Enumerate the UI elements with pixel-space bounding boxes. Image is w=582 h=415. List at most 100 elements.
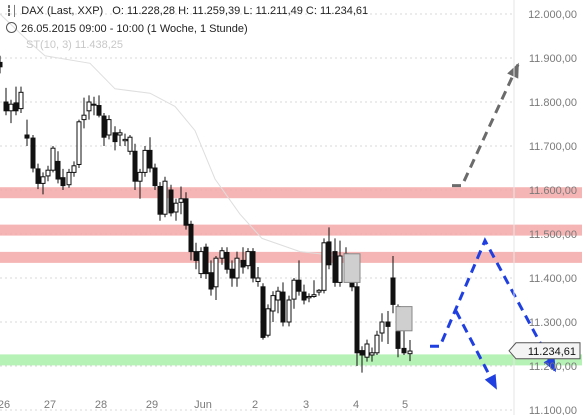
candle-body	[198, 251, 204, 275]
candle-body	[369, 352, 375, 356]
last-price-label: 11.234,61	[528, 346, 576, 358]
header-period-line: 26.05.2015 09:00 - 10:00 (1 Woche, 1 Stu…	[6, 22, 248, 35]
candle-body	[219, 250, 225, 259]
candle-body	[157, 185, 163, 215]
candle-body	[0, 61, 3, 68]
scenario-arrow	[452, 63, 520, 188]
scenario-arrow	[454, 310, 498, 389]
supertrend-line	[0, 13, 353, 262]
candle-body	[213, 257, 219, 288]
candle-body	[45, 169, 51, 177]
highlight-candle	[343, 253, 361, 283]
candle-body	[364, 343, 370, 358]
candle-body	[122, 138, 128, 142]
y-tick-label: 11.300,00	[529, 317, 577, 329]
candle-body	[142, 149, 148, 173]
candle-body	[18, 91, 24, 110]
candle-body	[132, 150, 138, 182]
x-tick-label: 4	[353, 399, 359, 411]
candlestick-icon: ┇│	[6, 6, 19, 17]
candle-body	[240, 259, 246, 268]
candle-body	[66, 171, 72, 186]
candle-body	[224, 251, 230, 270]
x-tick-label: 27	[44, 399, 56, 411]
clock-icon	[6, 22, 17, 33]
candle-body	[152, 167, 158, 187]
candle-body	[147, 149, 153, 169]
candle-body	[321, 242, 327, 291]
x-tick-label: 29	[146, 399, 158, 411]
symbol-label: DAX (Last, XXP)	[21, 5, 104, 17]
candle-body	[332, 251, 338, 283]
candle-body	[173, 202, 179, 213]
y-tick-label: 11.200,00	[529, 361, 577, 373]
candle-body	[86, 101, 92, 112]
candle-body	[250, 251, 256, 279]
candle-body	[208, 272, 214, 290]
candle-body	[265, 308, 271, 336]
y-tick-label: 11.600,00	[529, 185, 577, 197]
candle-body	[301, 291, 307, 301]
candle-body	[60, 177, 66, 187]
ohlc-values: O: 11.228,28 H: 11.259,39 L: 11.211,49 C…	[112, 5, 369, 17]
candle-body	[76, 121, 82, 165]
candle-body	[96, 105, 102, 116]
y-tick-label: 12.000,00	[528, 9, 577, 21]
candle-body	[275, 290, 281, 301]
header-symbol-line: ┇│ DAX (Last, XXP) O: 11.228,28 H: 11.259…	[6, 5, 368, 17]
candle-body	[40, 176, 46, 184]
candle-body	[137, 171, 143, 182]
candle-body	[35, 168, 41, 184]
candle-body	[50, 147, 56, 171]
candle-body	[354, 286, 360, 354]
x-tick-label: 3	[303, 399, 309, 411]
candle-body	[291, 279, 297, 300]
support-zone	[0, 354, 582, 366]
candle-body	[162, 180, 168, 215]
candle-body	[270, 295, 276, 312]
candle-body	[81, 114, 87, 121]
arrow-head	[543, 356, 556, 373]
y-tick-label: 11.700,00	[529, 141, 577, 153]
x-tick-label: 26	[0, 399, 10, 411]
y-tick-label: 11.100,00	[529, 405, 577, 415]
candle-body	[178, 198, 184, 203]
candle-body	[280, 291, 286, 323]
candle-body	[296, 279, 302, 292]
candle-body	[106, 119, 112, 136]
scenario-arrow	[430, 237, 557, 372]
candle-body	[91, 103, 97, 106]
candle-body	[55, 160, 61, 180]
y-tick-label: 11.400,00	[529, 273, 577, 285]
candle-body	[316, 289, 322, 293]
candle-body	[286, 299, 292, 323]
arrow-head	[507, 62, 519, 79]
candle-body	[3, 101, 9, 112]
candle-body	[255, 277, 261, 283]
y-tick-label: 11.800,00	[529, 97, 577, 109]
candle-body	[101, 115, 107, 138]
candle-body	[117, 132, 123, 136]
period-label: 26.05.2015 09:00 - 10:00 (1 Woche, 1 Stu…	[21, 23, 248, 35]
y-tick-label: 11.500,00	[529, 229, 577, 241]
candle-body	[168, 189, 174, 214]
candle-body	[245, 251, 251, 267]
x-tick-label: 5	[402, 399, 408, 411]
candle-body	[188, 223, 194, 253]
candle-body	[8, 103, 14, 112]
x-tick-label: 2	[252, 399, 258, 411]
candle-body	[71, 165, 77, 173]
candle-body	[13, 102, 19, 112]
candle-body	[326, 241, 332, 266]
x-tick-label: 28	[95, 399, 107, 411]
highlight-candle	[395, 306, 413, 332]
x-tick-label: Jun	[194, 399, 212, 411]
candle-body	[311, 294, 317, 297]
candle-body	[183, 198, 189, 226]
candle-body	[390, 277, 396, 305]
resistance-zone	[0, 187, 582, 199]
candle-body	[374, 334, 380, 354]
candle-body	[385, 321, 391, 327]
candle-body	[359, 350, 365, 356]
